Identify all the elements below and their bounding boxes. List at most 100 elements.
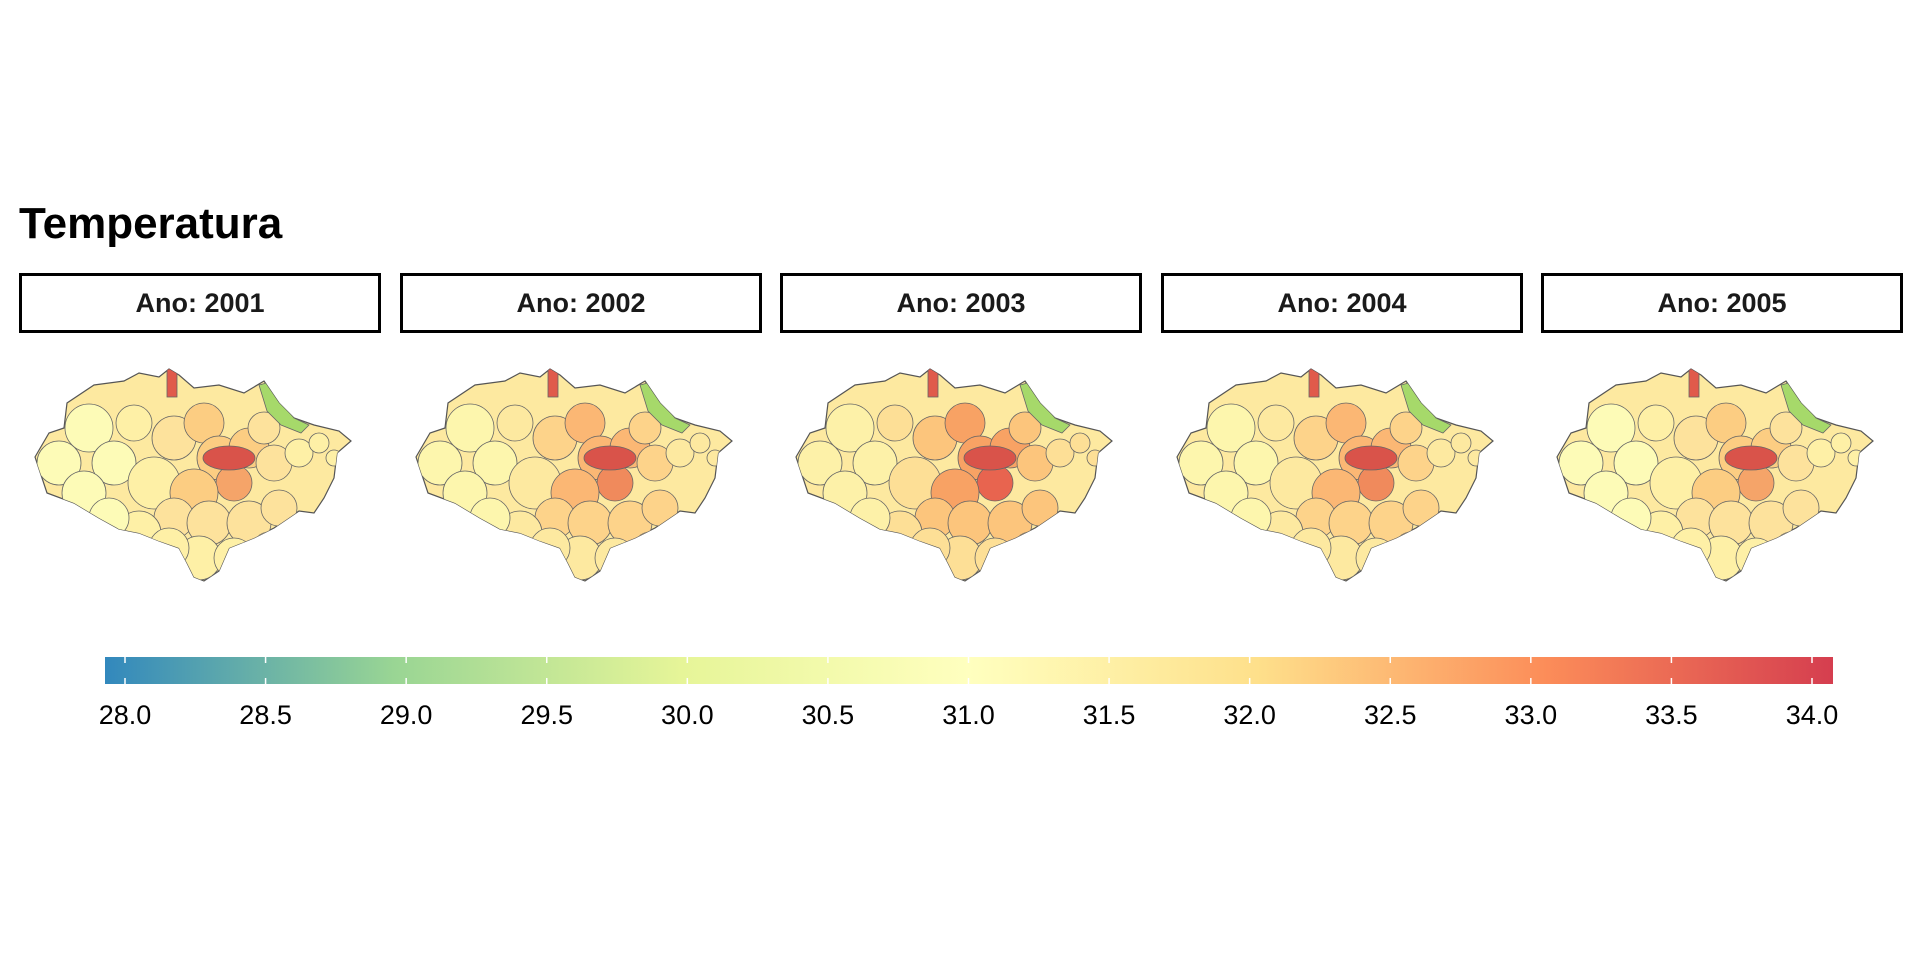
legend-tick-label: 34.0 xyxy=(1785,700,1839,730)
map-region xyxy=(876,404,914,442)
map-region-hot xyxy=(1724,445,1778,471)
map-region xyxy=(1610,497,1652,539)
map-region xyxy=(148,527,190,569)
map-region-hot xyxy=(1344,445,1398,471)
map-region xyxy=(1045,438,1075,468)
legend-tick-label: 31.5 xyxy=(1082,700,1136,730)
legend-tick-label: 32.0 xyxy=(1223,700,1276,730)
facet-strip-label: Ano: 2001 xyxy=(135,287,265,318)
choropleth-map xyxy=(1176,368,1494,582)
facet-strip-label: Ano: 2005 xyxy=(1657,287,1787,318)
map-region xyxy=(849,497,891,539)
map-region xyxy=(797,440,843,486)
choropleth-map xyxy=(795,368,1113,582)
map-region xyxy=(1069,432,1091,454)
map-region xyxy=(689,432,711,454)
legend-tick-label: 30.0 xyxy=(661,700,714,730)
choropleth-map xyxy=(415,368,733,582)
map-region xyxy=(976,464,1014,502)
map-region xyxy=(1735,537,1777,579)
map-region xyxy=(1206,403,1256,453)
map-region-hot xyxy=(1688,369,1700,398)
facet-strip: Ano: 2004 xyxy=(1161,273,1523,333)
legend-tick-label: 29.5 xyxy=(520,700,574,730)
map-region xyxy=(1021,489,1059,527)
facet-strip: Ano: 2003 xyxy=(780,273,1142,333)
map-region xyxy=(1670,527,1712,569)
map-region xyxy=(1737,464,1775,502)
map-region xyxy=(1402,489,1440,527)
facet-strip-label: Ano: 2002 xyxy=(516,287,646,318)
map-region xyxy=(1426,438,1456,468)
map-region xyxy=(260,489,298,527)
facet-strip: Ano: 2005 xyxy=(1541,273,1903,333)
legend-tick-label: 29.0 xyxy=(379,700,433,730)
map-region xyxy=(91,440,137,486)
map-region xyxy=(247,411,281,445)
map-region xyxy=(1586,403,1636,453)
map-region xyxy=(1450,432,1472,454)
legend-tick-label: 28.5 xyxy=(239,700,292,730)
map-region xyxy=(1230,497,1272,539)
map-region xyxy=(1389,411,1423,445)
facet-panel-2: Ano: 2002 xyxy=(400,273,762,593)
map-region xyxy=(1355,537,1397,579)
map-region xyxy=(445,403,495,453)
map-region xyxy=(1467,449,1485,467)
legend-tick-label: 31.0 xyxy=(942,700,995,730)
map-region xyxy=(469,497,511,539)
map-region xyxy=(633,531,667,565)
facet-panel-3: Ano: 2003 xyxy=(780,273,1142,593)
facet-strip-label: Ano: 2003 xyxy=(896,287,1026,318)
map-region xyxy=(1357,464,1395,502)
map-region xyxy=(1769,411,1803,445)
map-region-hot xyxy=(963,445,1017,471)
map-region xyxy=(115,404,153,442)
map-region xyxy=(1558,440,1604,486)
map-region xyxy=(213,537,255,579)
map-region xyxy=(1782,489,1820,527)
color-legend-bar xyxy=(105,657,1833,684)
map-region-hot xyxy=(583,445,637,471)
map-region xyxy=(1637,404,1675,442)
map-region xyxy=(1178,440,1224,486)
map-region xyxy=(1394,531,1428,565)
map-region xyxy=(594,537,636,579)
map-region xyxy=(496,404,534,442)
legend-tick-label: 32.5 xyxy=(1363,700,1417,730)
map-region xyxy=(284,438,314,468)
map-region xyxy=(974,537,1016,579)
map-region xyxy=(665,438,695,468)
map-region-hot xyxy=(166,369,178,398)
map-region xyxy=(1086,449,1104,467)
map-region-hot xyxy=(202,445,256,471)
map-region xyxy=(1290,527,1332,569)
map-region xyxy=(641,489,679,527)
map-region xyxy=(1013,531,1047,565)
map-region xyxy=(1257,404,1295,442)
facet-panel-4: Ano: 2004 xyxy=(1161,273,1523,593)
map-region xyxy=(308,432,330,454)
map-region xyxy=(1847,449,1865,467)
map-region xyxy=(529,527,571,569)
choropleth-map xyxy=(1556,368,1874,582)
map-region xyxy=(215,464,253,502)
facet-panel-5: Ano: 2005 xyxy=(1541,273,1903,593)
map-region xyxy=(1613,440,1659,486)
map-region xyxy=(1233,440,1279,486)
map-region xyxy=(1806,438,1836,468)
map-region xyxy=(596,464,634,502)
facet-strip: Ano: 2002 xyxy=(400,273,762,333)
map-region xyxy=(1008,411,1042,445)
legend-tick-label: 33.5 xyxy=(1645,700,1698,730)
map-region-hot xyxy=(1308,369,1320,398)
legend-tick-label: 30.5 xyxy=(801,700,855,730)
map-region xyxy=(36,440,82,486)
facet-panel-1: Ano: 2001 xyxy=(19,273,381,593)
map-region xyxy=(472,440,518,486)
legend-tick-label: 28.0 xyxy=(98,700,152,730)
map-region xyxy=(64,403,114,453)
map-region xyxy=(628,411,662,445)
map-region xyxy=(852,440,898,486)
map-region-hot xyxy=(547,369,559,398)
